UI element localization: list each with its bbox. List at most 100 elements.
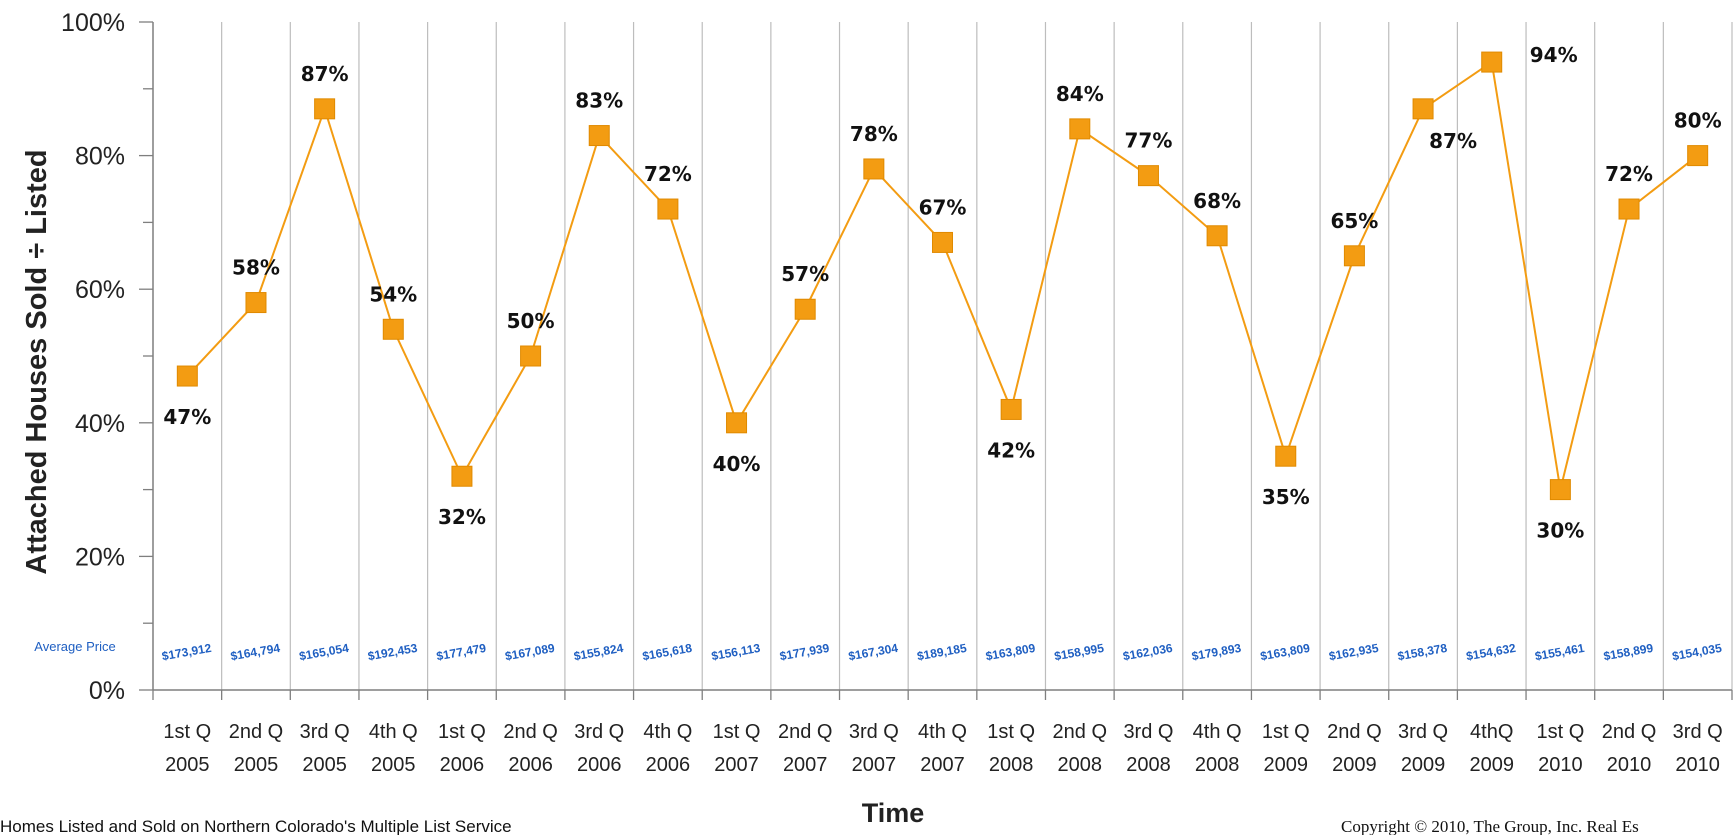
data-label: 87% [1429,129,1477,153]
average-price-label: $155,824 [573,641,625,664]
data-point-marker [176,365,198,387]
x-tick-label-year: 2007 [714,754,759,776]
data-point-marker [451,465,473,487]
average-price-label: $158,995 [1053,641,1105,664]
x-tick-label-year: 2005 [234,754,279,776]
x-tick-label-year: 2010 [1607,754,1652,776]
average-price-label: $163,809 [985,641,1037,664]
data-label: 65% [1330,209,1378,233]
data-label: 84% [1056,82,1104,106]
y-tick-label: 20% [75,543,125,571]
average-price-label: $177,939 [779,641,831,664]
average-price-label: $154,632 [1465,641,1517,664]
x-tick-label-year: 2009 [1469,754,1514,776]
data-label: 47% [163,405,211,429]
x-tick-label-quarter: 3rd Q [574,721,624,743]
x-tick-label-year: 2007 [852,754,897,776]
data-point-marker [520,345,542,367]
average-price-label: $165,618 [641,641,693,664]
x-tick-label-year: 2007 [783,754,828,776]
grid [221,22,1733,690]
x-tick-label-quarter: 3rd Q [1398,721,1448,743]
x-tick-label-year: 2005 [165,754,210,776]
x-tick-label-year: 2009 [1401,754,1446,776]
y-axis-label: Attached Houses Sold ÷ Listed [21,149,53,574]
data-point-marker [1687,145,1709,167]
data-point-marker [1549,479,1571,501]
average-price-label: $167,089 [504,641,556,664]
data-label: 83% [575,89,623,113]
data-point-marker [657,198,679,220]
footer-copyright: Copyright © 2010, The Group, Inc. Real E… [1341,817,1639,835]
x-tick-label-year: 2010 [1675,754,1720,776]
x-tick-label-quarter: 2nd Q [1602,721,1656,743]
average-price-title: Average Price [34,639,115,654]
y-tick-label: 0% [89,677,125,705]
x-tick-label-quarter: 4thQ [1470,721,1513,743]
x-tick-label-year: 2008 [1126,754,1171,776]
x-tick-label-year: 2006 [646,754,691,776]
average-price-label: $158,378 [1397,641,1449,664]
x-tick-label-year: 2008 [1195,754,1240,776]
x-tick-label-quarter: 4th Q [918,721,967,743]
data-point-marker [726,412,748,434]
data-label: 94% [1530,43,1578,67]
x-tick-label-year: 2009 [1264,754,1309,776]
data-label: 54% [369,282,417,306]
axes [139,21,1733,700]
data-point-marker [382,318,404,340]
data-point-marker [1137,165,1159,187]
data-label: 57% [781,262,829,286]
data-label: 72% [1605,162,1653,186]
average-price-label: $173,912 [161,641,213,664]
y-tick-label: 100% [61,9,125,37]
x-tick-label-quarter: 3rd Q [1123,721,1173,743]
x-tick-label-year: 2006 [508,754,553,776]
x-tick-label-quarter: 1st Q [1262,721,1310,743]
average-price-label: $189,185 [916,641,968,664]
x-tick-label-year: 2005 [371,754,416,776]
data-label: 78% [850,122,898,146]
x-tick-label-year: 2006 [577,754,622,776]
x-tick-label-quarter: 2nd Q [1327,721,1381,743]
x-tick-label-quarter: 4th Q [643,721,692,743]
x-tick-label-quarter: 4th Q [1193,721,1242,743]
average-price-label: $162,036 [1122,641,1174,664]
series-line [186,60,1699,490]
data-point-marker [245,292,267,314]
x-tick-label-quarter: 3rd Q [849,721,899,743]
x-tick-labels: 1st Q 2005 2nd Q 2005 3rd Q 2005 4th Q 2005 1st … [163,721,1722,776]
data-label: 30% [1536,519,1584,543]
average-price-label: $155,461 [1534,641,1586,664]
y-tick-labels: 0% 20% 40% 60% 80% 100% [61,9,125,705]
data-point-marker [1618,198,1640,220]
data-point-marker [794,298,816,320]
data-point-marker [1206,225,1228,247]
x-tick-label-quarter: 2nd Q [503,721,557,743]
data-label: 77% [1125,129,1173,153]
average-price-label: $167,304 [847,641,899,664]
data-point-marker [1412,98,1434,120]
data-label: 35% [1262,485,1310,509]
data-point-marker [1000,398,1022,420]
data-label: 72% [644,162,692,186]
data-point-marker [1069,118,1091,140]
average-price-label: $158,899 [1602,641,1654,664]
x-tick-label-quarter: 3rd Q [1673,721,1723,743]
y-tick-label: 80% [75,143,125,171]
average-price-label: $165,054 [298,641,350,664]
data-label: 87% [301,62,349,86]
data-point-marker [588,125,610,147]
data-label: 67% [919,195,967,219]
x-tick-label-quarter: 1st Q [163,721,211,743]
x-axis-label: Time [862,798,925,828]
data-label: 32% [438,505,486,529]
average-price-label: $156,113 [710,641,761,663]
x-tick-label-quarter: 1st Q [987,721,1035,743]
average-price-label: $162,935 [1328,641,1380,664]
data-point-marker [863,158,885,180]
x-tick-label-year: 2005 [302,754,347,776]
x-tick-label-year: 2010 [1538,754,1583,776]
y-tick-label: 60% [75,276,125,304]
